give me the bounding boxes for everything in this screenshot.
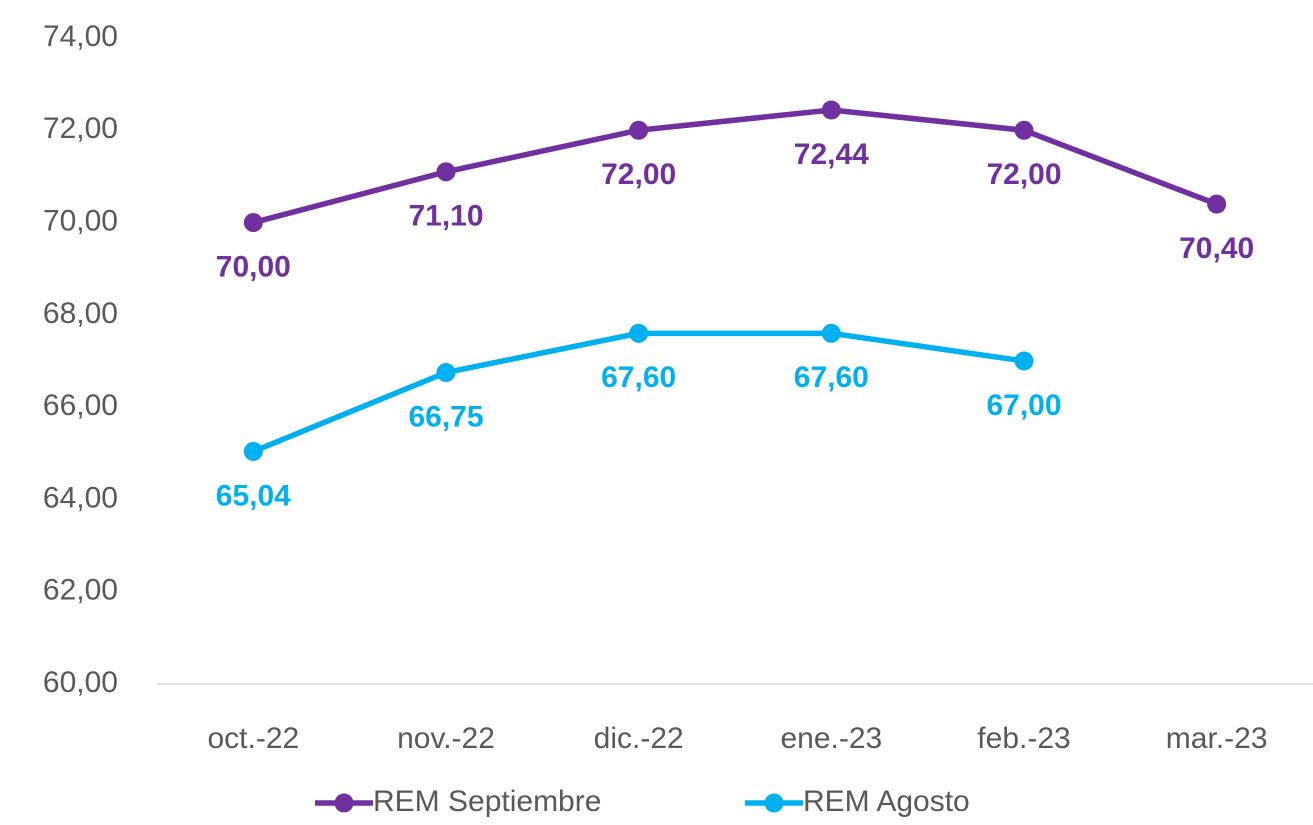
legend-marker <box>764 793 784 813</box>
value-label: 71,10 <box>408 200 483 233</box>
point-marker <box>629 323 649 343</box>
y-tick-label: 62,00 <box>43 574 118 607</box>
point-marker <box>436 363 456 383</box>
point-marker <box>1014 120 1034 140</box>
y-tick-label: 74,00 <box>43 20 118 53</box>
point-marker <box>821 323 841 343</box>
point-marker <box>821 100 841 120</box>
y-tick-label: 64,00 <box>43 481 118 514</box>
value-label: 72,44 <box>794 138 869 171</box>
value-label: 66,75 <box>408 400 483 433</box>
value-label: 67,00 <box>986 389 1061 422</box>
y-tick-label: 66,00 <box>43 389 118 422</box>
point-marker <box>629 120 649 140</box>
x-tick-label: feb.-23 <box>977 722 1070 755</box>
point-marker <box>243 213 263 233</box>
y-tick-label: 72,00 <box>43 112 118 145</box>
x-tick-label: dic.-22 <box>594 722 684 755</box>
y-tick-label: 60,00 <box>43 666 118 699</box>
legend-label: REM Septiembre <box>373 785 601 818</box>
value-label: 72,00 <box>986 158 1061 191</box>
y-tick-label: 68,00 <box>43 297 118 330</box>
legend-marker <box>334 793 354 813</box>
x-tick-label: mar.-23 <box>1166 722 1268 755</box>
x-tick-label: ene.-23 <box>780 722 882 755</box>
value-label: 70,00 <box>216 250 291 283</box>
value-label: 67,60 <box>794 361 869 394</box>
point-marker <box>1207 194 1227 214</box>
legend-label: REM Agosto <box>803 785 970 818</box>
x-tick-label: oct.-22 <box>207 722 299 755</box>
value-label: 65,04 <box>216 479 291 512</box>
point-marker <box>436 162 456 182</box>
series-line <box>252 107 1218 226</box>
point-marker <box>1014 351 1034 371</box>
value-label: 70,40 <box>1179 232 1254 265</box>
x-tick-label: nov.-22 <box>397 722 495 755</box>
value-label: 67,60 <box>601 361 676 394</box>
y-tick-label: 70,00 <box>43 204 118 237</box>
value-label: 72,00 <box>601 158 676 191</box>
point-marker <box>243 441 263 461</box>
